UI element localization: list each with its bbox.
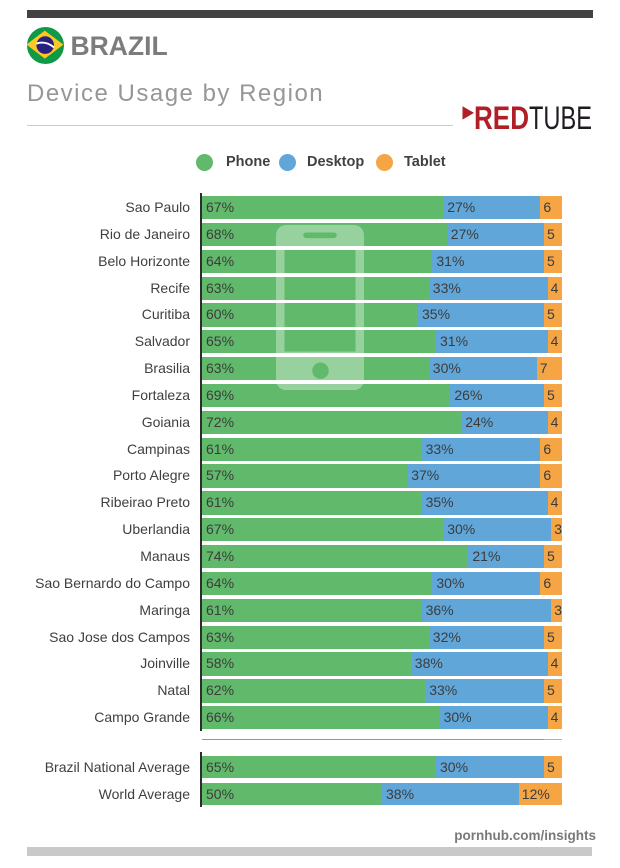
svg-text:TUBE: TUBE xyxy=(529,100,592,135)
svg-text:RED: RED xyxy=(474,100,529,135)
